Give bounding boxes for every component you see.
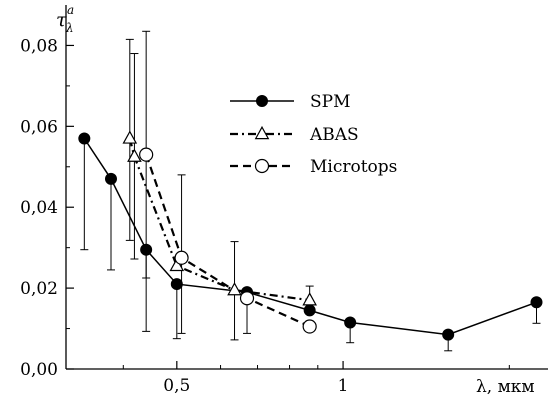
microtops-point: [302, 319, 317, 334]
legend-marker-microtops: [254, 158, 270, 174]
y-tick-label: 0,02: [20, 279, 58, 299]
legend-label-microtops: Microtops: [310, 157, 397, 177]
legend-marker-abas: [254, 125, 270, 140]
x-tick-label: 0,5: [163, 376, 190, 396]
microtops-line: [145, 154, 311, 328]
abas-point: [122, 130, 138, 144]
spm-point: [140, 243, 153, 256]
axes: [65, 5, 548, 370]
y-tick-label: 0,04: [20, 198, 58, 218]
spm-point: [442, 328, 455, 341]
microtops-point: [239, 291, 255, 306]
spm-point: [104, 172, 117, 185]
data-markers: [78, 130, 543, 341]
abas-line: [128, 138, 310, 302]
spm-point: [530, 296, 543, 309]
spm-point: [344, 316, 357, 329]
y-tick-label: 0,06: [20, 117, 58, 137]
y-tick-label: 0,08: [20, 36, 58, 56]
microtops-point: [174, 250, 189, 265]
y-axis-label-subscript: λ: [65, 21, 74, 35]
abas-point: [302, 292, 317, 306]
x-tick-label: 1: [338, 376, 349, 396]
y-tick-label: 0,00: [20, 360, 58, 380]
microtops-point: [139, 147, 154, 162]
spm-point: [303, 304, 316, 317]
spm-point: [78, 132, 91, 145]
abas-point: [169, 257, 185, 272]
legend-marker-spm: [256, 95, 268, 107]
abas-point: [127, 148, 142, 162]
y-axis-label: τ: [56, 9, 67, 31]
spm-point: [170, 278, 183, 291]
legend-label-spm: SPM: [310, 92, 351, 112]
tick-labels: 0,00 0,02 0,04 0,06 0,08 0,5 1: [20, 36, 348, 396]
x-axis-label: λ, мкм: [476, 377, 535, 397]
abas-point: [227, 282, 242, 296]
legend-label-abas: ABAS: [309, 125, 359, 145]
legend: SPM ABAS Microtops: [230, 92, 397, 177]
y-axis-label-superscript: a: [67, 3, 74, 17]
